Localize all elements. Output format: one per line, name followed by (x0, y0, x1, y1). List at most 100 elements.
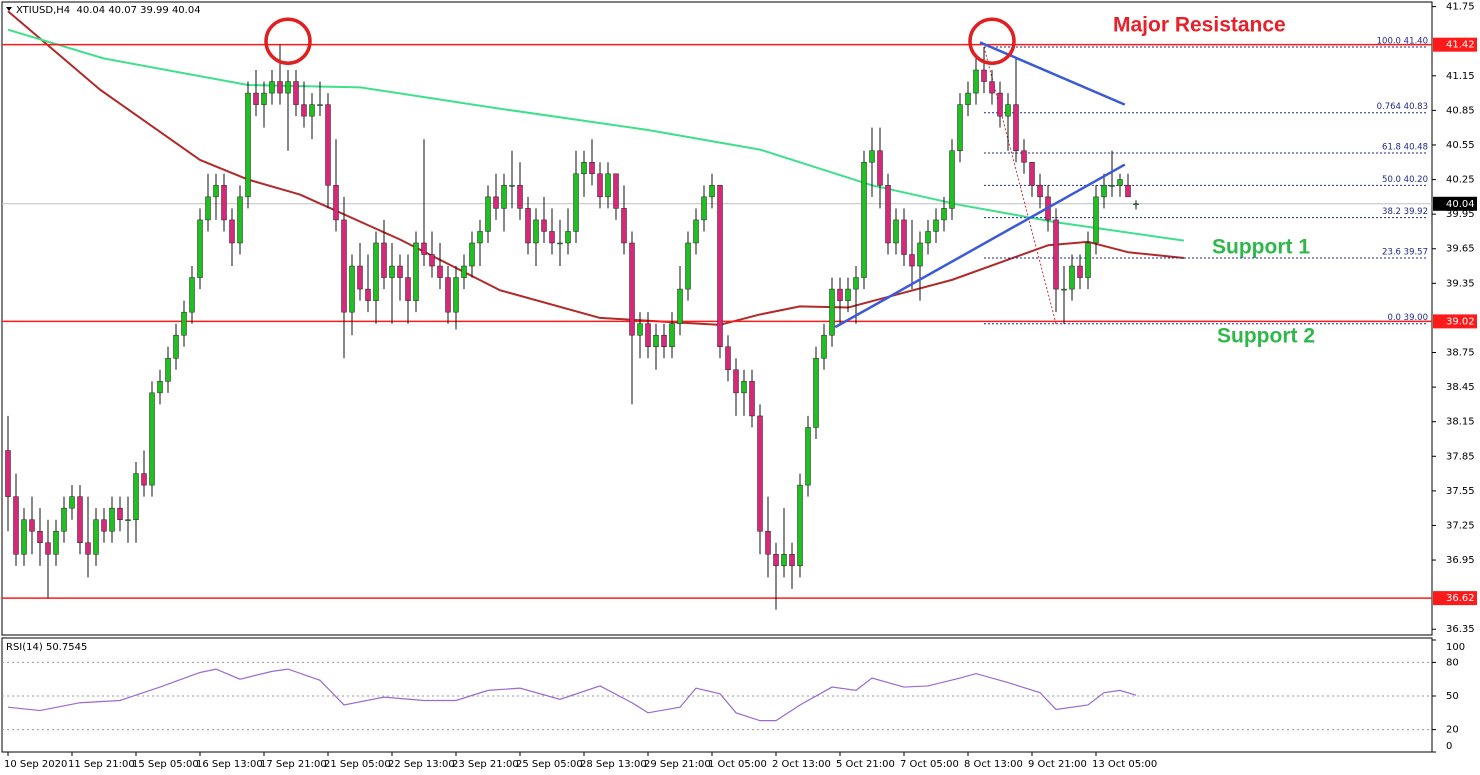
candle-body (357, 265, 363, 290)
candle-body (477, 231, 483, 244)
fib-label: 0.764 40.83 (1377, 102, 1428, 112)
highlight-circle (264, 17, 312, 65)
price-panel (1, 1, 1433, 636)
rsi-tick-label: 80 (1446, 657, 1459, 668)
candle-body (133, 473, 139, 520)
candle-body (733, 369, 739, 394)
x-tick-label: 7 Oct 05:00 (900, 759, 959, 770)
rsi-tick-label: 20 (1446, 725, 1459, 736)
candle-body (981, 69, 987, 82)
chart-title: XTIUSD,H4 40.04 40.07 39.99 40.04 (16, 5, 201, 16)
x-tick-label: 23 Sep 21:00 (452, 759, 519, 770)
candle-body (653, 334, 659, 347)
candle-body (413, 242, 419, 301)
candle-body (5, 450, 11, 497)
candle-body (285, 81, 291, 94)
candle-body (269, 81, 275, 94)
candle-body (365, 288, 371, 301)
x-tick-label: 21 Sep 05:00 (324, 759, 391, 770)
candle-body (789, 554, 795, 567)
y-tick-label: 37.85 (1446, 451, 1475, 462)
y-tick-label: 41.15 (1446, 71, 1475, 82)
candle-body (501, 185, 507, 209)
x-tick-label: 9 Oct 21:00 (1028, 759, 1087, 770)
rsi-panel (1, 637, 1433, 753)
y-tick-label: 38.75 (1446, 348, 1475, 359)
candle-body (901, 219, 907, 255)
candle-body (549, 231, 555, 244)
candle-body (1077, 265, 1083, 278)
candle-body (837, 288, 843, 301)
candle-body (325, 104, 331, 186)
candle-body (677, 288, 683, 324)
candle-body (109, 507, 115, 532)
candle-body (261, 92, 267, 105)
candle-body (101, 519, 107, 532)
candle-body (213, 185, 219, 198)
trend-line (979, 41, 1126, 106)
candle-body (509, 185, 515, 187)
candle-body (533, 219, 539, 244)
candle-body (149, 392, 155, 486)
highlight-circle (968, 17, 1016, 65)
candle-body (1093, 196, 1099, 244)
candle-body (309, 104, 315, 117)
candle-body (893, 219, 899, 244)
candle-body (29, 519, 35, 532)
y-tick-label: 36.95 (1446, 555, 1475, 566)
candle-body (493, 196, 499, 209)
price-tag-label: 40.04 (1446, 199, 1475, 210)
candle-body (1117, 179, 1123, 186)
fib-label: 0.0 39.00 (1387, 313, 1428, 323)
x-tick-label: 1 Oct 05:00 (708, 759, 767, 770)
candle-body (53, 530, 59, 555)
candle-body (669, 323, 675, 347)
y-tick-label: 38.45 (1446, 382, 1475, 393)
x-tick-label: 25 Sep 05:00 (516, 759, 583, 770)
candle-body (1029, 162, 1035, 186)
price-tag-label: 36.62 (1446, 593, 1475, 604)
candle-body (933, 219, 939, 232)
candle-body (957, 104, 963, 151)
candle-body (461, 265, 467, 278)
candle-body (925, 231, 931, 244)
x-tick-label: 8 Oct 13:00 (964, 759, 1023, 770)
candle-body (605, 173, 611, 198)
candle-body (717, 185, 723, 347)
candle-body (829, 288, 835, 336)
fib-label: 61.8 40.48 (1382, 143, 1428, 153)
candle-body (525, 208, 531, 244)
candle-body (861, 162, 867, 278)
candle-body (1109, 185, 1115, 187)
candle-body (997, 92, 1003, 117)
candle-body (813, 358, 819, 428)
candle-body (341, 219, 347, 313)
annotation: Major Resistance (1113, 14, 1286, 37)
fib-label: 23.6 39.57 (1382, 247, 1428, 257)
candle-body (1005, 104, 1011, 117)
candle-body (1101, 185, 1107, 198)
rsi-tick-label: 0 (1446, 741, 1452, 752)
candle-body (45, 542, 51, 555)
candle-body (173, 334, 179, 359)
price-tag (1433, 196, 1477, 211)
y-tick-label: 39.35 (1446, 278, 1475, 289)
candle-body (21, 519, 27, 555)
candle-body (277, 81, 283, 94)
y-tick-label: 40.55 (1446, 140, 1475, 151)
candle-body (757, 415, 763, 532)
x-tick-label: 17 Sep 21:00 (260, 759, 327, 770)
candle-body (685, 242, 691, 290)
candle-body (301, 104, 307, 117)
price-tag (1433, 37, 1477, 52)
candle-body (845, 288, 851, 301)
candle-body (349, 265, 355, 313)
candle-body (237, 196, 243, 244)
candle-body (117, 507, 123, 520)
candle-body (125, 519, 131, 521)
candle-body (621, 208, 627, 244)
candle-body (885, 185, 891, 244)
rsi-title: RSI(14) 50.7545 (6, 642, 87, 653)
